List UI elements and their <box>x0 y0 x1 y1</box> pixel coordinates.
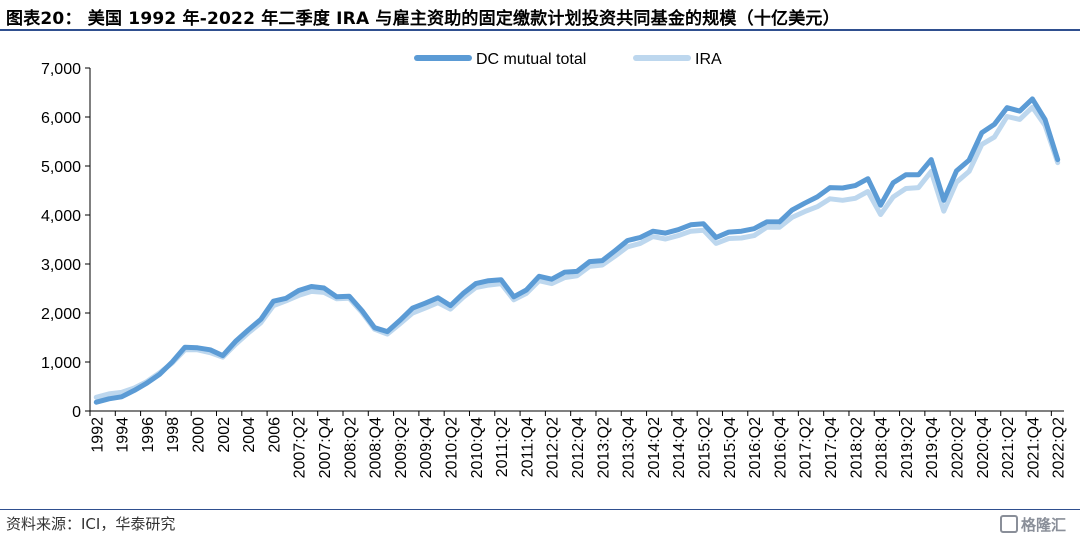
x-tick-label: 2015:Q4 <box>722 417 739 478</box>
legend: DC mutual total IRA <box>414 51 722 68</box>
x-tick-label: 2013:Q4 <box>621 417 638 478</box>
x-tick-label: 2016:Q2 <box>747 417 764 478</box>
x-tick-label: 2010:Q4 <box>469 417 486 478</box>
series-line-dc-mutual-total <box>93 96 1061 405</box>
y-tick-label: 4,000 <box>41 208 81 225</box>
x-tick-label: 2012:Q2 <box>545 417 562 478</box>
x-axis: 1992 1994 1996 1998 2000 2002 2004 2006 2007:Q2 2… <box>89 410 1068 478</box>
x-tick-label: 2014:Q2 <box>646 417 663 478</box>
x-tick-label: 2010:Q2 <box>444 417 461 478</box>
x-tick-label: 2020:Q2 <box>949 417 966 478</box>
x-tick-label: 2017:Q2 <box>798 417 815 478</box>
x-tick-label: 1998 <box>165 417 182 453</box>
x-tick-label: 2004 <box>241 417 258 453</box>
watermark-text: 格隆汇 <box>1020 516 1066 534</box>
legend-label-ira: IRA <box>695 51 722 68</box>
x-tick-label: 2019:Q4 <box>924 417 941 478</box>
top-rule <box>0 29 1080 31</box>
x-tick-label: 2021:Q2 <box>1000 417 1017 478</box>
x-tick-label: 2011:Q2 <box>494 417 511 477</box>
x-tick-label: 1994 <box>115 417 132 453</box>
y-tick-label: 1,000 <box>41 355 81 372</box>
x-tick-label: 2009:Q2 <box>393 417 410 478</box>
x-tick-label: 1992 <box>89 417 106 453</box>
x-tick-label: 2002 <box>216 417 233 453</box>
x-tick-label: 2022:Q2 <box>1051 417 1068 478</box>
x-tick-label: 2013:Q2 <box>595 417 612 478</box>
x-tick-label: 2019:Q2 <box>899 417 916 478</box>
x-tick-label: 2014:Q4 <box>671 417 688 478</box>
x-tick-label: 2007:Q2 <box>292 417 309 478</box>
chart-title: 图表20： 美国 1992 年-2022 年二季度 IRA 与雇主资助的固定缴款… <box>6 9 840 29</box>
series-layer <box>93 96 1061 405</box>
legend-label-dc-mutual-total: DC mutual total <box>476 51 586 68</box>
x-tick-label: 2008:Q2 <box>342 417 359 478</box>
x-tick-label: 2009:Q4 <box>418 417 435 478</box>
x-tick-label: 2018:Q2 <box>848 417 865 478</box>
y-axis: 0 1,000 2,000 3,000 4,000 5,000 6,000 7,000 <box>41 61 91 421</box>
x-tick-label: 2018:Q4 <box>874 417 891 478</box>
y-tick-label: 5,000 <box>41 159 81 176</box>
x-tick-label: 2000 <box>191 417 208 453</box>
x-tick-label: 2008:Q4 <box>368 417 385 478</box>
x-tick-label: 2021:Q4 <box>1025 417 1042 478</box>
y-tick-label: 7,000 <box>41 61 81 78</box>
series-line-ira <box>93 104 1061 400</box>
bottom-rule <box>0 509 1080 510</box>
x-tick-label: 2012:Q4 <box>570 417 587 478</box>
x-tick-label: 2007:Q4 <box>317 417 334 478</box>
x-tick-label: 2020:Q4 <box>975 417 992 478</box>
x-tick-label: 2017:Q4 <box>823 417 840 478</box>
source-note: 资料来源：ICI，华泰研究 <box>6 515 176 533</box>
watermark: 格隆汇 <box>999 514 1066 535</box>
y-tick-label: 3,000 <box>41 257 81 274</box>
y-tick-label: 6,000 <box>41 110 81 127</box>
watermark-logo-icon <box>999 515 1018 533</box>
x-tick-label: 2015:Q2 <box>696 417 713 478</box>
x-tick-label: 2006 <box>266 417 283 453</box>
y-tick-label: 0 <box>72 404 81 421</box>
x-tick-label: 1996 <box>140 417 157 453</box>
x-tick-label: 2016:Q4 <box>772 417 789 478</box>
y-tick-label: 2,000 <box>41 306 81 323</box>
x-tick-label: 2011:Q4 <box>519 417 536 477</box>
